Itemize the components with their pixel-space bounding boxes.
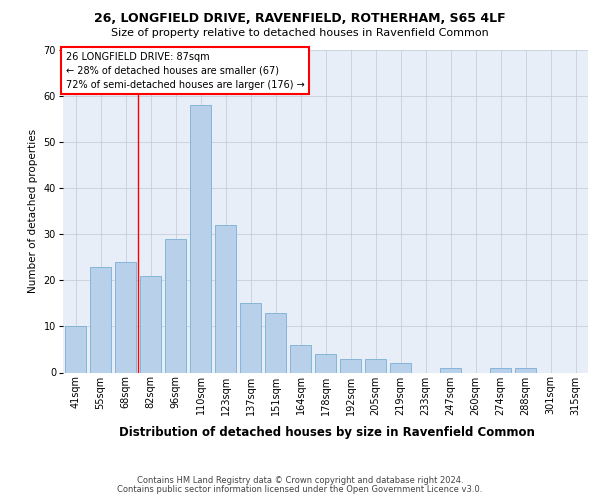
Bar	[315, 354, 336, 372]
Bar	[440, 368, 461, 372]
Text: Distribution of detached houses by size in Ravenfield Common: Distribution of detached houses by size …	[119, 426, 535, 439]
Bar	[90, 266, 111, 372]
Bar	[390, 364, 411, 372]
Bar	[240, 304, 261, 372]
Bar	[215, 225, 236, 372]
Bar	[365, 358, 386, 372]
Bar	[265, 312, 286, 372]
Bar	[340, 358, 361, 372]
Bar	[490, 368, 511, 372]
Bar	[290, 345, 311, 372]
Bar	[515, 368, 536, 372]
Text: Contains HM Land Registry data © Crown copyright and database right 2024.: Contains HM Land Registry data © Crown c…	[137, 476, 463, 485]
Bar	[115, 262, 136, 372]
Text: Size of property relative to detached houses in Ravenfield Common: Size of property relative to detached ho…	[111, 28, 489, 38]
Text: 26 LONGFIELD DRIVE: 87sqm
← 28% of detached houses are smaller (67)
72% of semi-: 26 LONGFIELD DRIVE: 87sqm ← 28% of detac…	[65, 52, 304, 90]
Text: Contains public sector information licensed under the Open Government Licence v3: Contains public sector information licen…	[118, 485, 482, 494]
Bar	[65, 326, 86, 372]
Bar	[165, 239, 186, 372]
Bar	[190, 106, 211, 372]
Text: 26, LONGFIELD DRIVE, RAVENFIELD, ROTHERHAM, S65 4LF: 26, LONGFIELD DRIVE, RAVENFIELD, ROTHERH…	[94, 12, 506, 26]
Bar	[140, 276, 161, 372]
Y-axis label: Number of detached properties: Number of detached properties	[28, 129, 38, 294]
